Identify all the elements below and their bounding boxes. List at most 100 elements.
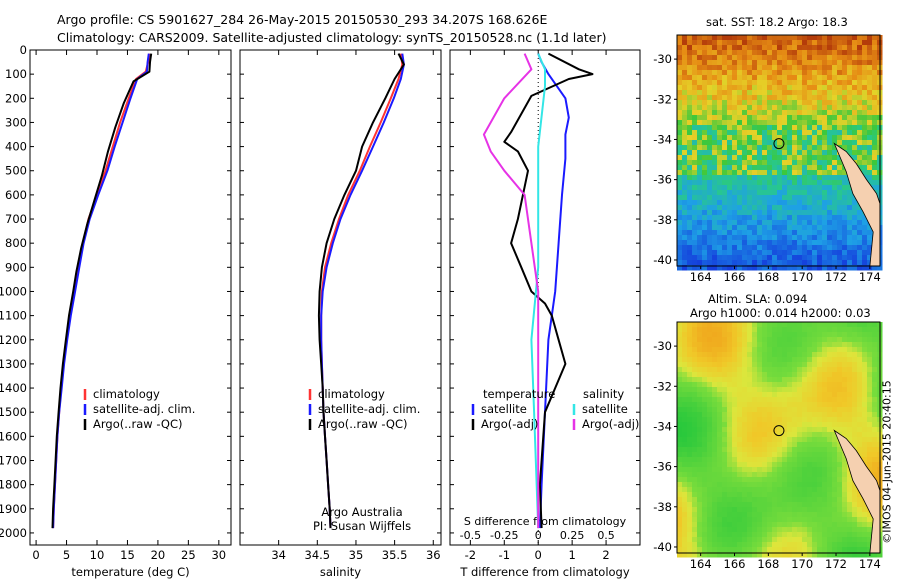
map-cell xyxy=(797,135,803,141)
map-cell xyxy=(767,552,773,558)
map-cell xyxy=(742,412,748,418)
map-cell xyxy=(722,220,728,226)
map-cell xyxy=(712,502,718,508)
map-cell xyxy=(802,110,808,116)
map-cell xyxy=(867,322,873,328)
map-cell xyxy=(867,55,873,61)
map-cell xyxy=(827,347,833,353)
map-cell xyxy=(707,357,713,363)
map-cell xyxy=(712,265,718,271)
map-cell xyxy=(727,135,733,141)
map-cell xyxy=(867,527,873,533)
map-cell xyxy=(862,220,868,226)
map-cell xyxy=(777,230,783,236)
map-cell xyxy=(762,90,768,96)
map-cell xyxy=(727,467,733,473)
map-cell xyxy=(702,175,708,181)
map-cell xyxy=(792,387,798,393)
map-cell xyxy=(772,412,778,418)
map-cell xyxy=(822,255,828,261)
map-cell xyxy=(782,407,788,413)
map-cell xyxy=(682,422,688,428)
map-cell xyxy=(867,165,873,171)
salinity-diff-tick-label: 0.5 xyxy=(597,529,615,542)
map-cell xyxy=(677,105,683,111)
map-cell xyxy=(812,462,818,468)
map-x-tick-label: 168 xyxy=(757,270,779,284)
map-cell xyxy=(842,125,848,131)
map-cell xyxy=(757,85,763,91)
map-cell xyxy=(807,220,813,226)
map-cell xyxy=(827,195,833,201)
map-cell xyxy=(752,240,758,246)
map-cell xyxy=(807,155,813,161)
map-cell xyxy=(802,80,808,86)
map-cell xyxy=(697,397,703,403)
map-cell xyxy=(792,487,798,493)
map-cell xyxy=(742,220,748,226)
map-cell xyxy=(702,220,708,226)
map-cell xyxy=(822,382,828,388)
map-cell xyxy=(842,407,848,413)
map-cell xyxy=(807,342,813,348)
map-cell xyxy=(772,265,778,271)
map-cell xyxy=(842,35,848,41)
map-cell xyxy=(807,427,813,433)
map-cell xyxy=(682,512,688,518)
map-cell xyxy=(677,220,683,226)
map-cell xyxy=(837,392,843,398)
map-cell xyxy=(682,85,688,91)
map-cell xyxy=(747,230,753,236)
legend-label: satellite xyxy=(582,402,628,416)
map-cell xyxy=(722,125,728,131)
map-cell xyxy=(707,407,713,413)
map-cell xyxy=(727,45,733,51)
map-cell xyxy=(787,35,793,41)
map-cell xyxy=(757,230,763,236)
map-cell xyxy=(867,357,873,363)
map-cell xyxy=(777,352,783,358)
map-cell xyxy=(732,230,738,236)
map-cell xyxy=(767,40,773,46)
map-cell xyxy=(817,80,823,86)
map-cell xyxy=(737,105,743,111)
map-cell xyxy=(817,492,823,498)
map-cell xyxy=(822,240,828,246)
map-cell xyxy=(737,215,743,221)
map-cell xyxy=(832,55,838,61)
map-cell xyxy=(847,367,853,373)
map-cell xyxy=(852,552,858,558)
map-cell xyxy=(847,260,853,266)
map-cell xyxy=(737,447,743,453)
map-cell xyxy=(727,210,733,216)
map-cell xyxy=(847,472,853,478)
map-cell xyxy=(692,50,698,56)
map-cell xyxy=(727,397,733,403)
map-cell xyxy=(807,160,813,166)
map-cell xyxy=(872,180,878,186)
map-cell xyxy=(707,527,713,533)
map-cell xyxy=(762,205,768,211)
map-cell xyxy=(717,417,723,423)
map-cell xyxy=(812,225,818,231)
map-cell xyxy=(702,537,708,543)
map-y-tick-label: -32 xyxy=(653,379,672,393)
map-cell xyxy=(732,215,738,221)
map-cell xyxy=(782,185,788,191)
map-cell xyxy=(712,100,718,106)
map-cell xyxy=(812,417,818,423)
map-cell xyxy=(782,150,788,156)
map-cell xyxy=(767,542,773,548)
map-cell xyxy=(817,437,823,443)
map-cell xyxy=(782,342,788,348)
map-cell xyxy=(777,417,783,423)
map-cell xyxy=(727,357,733,363)
map-cell xyxy=(772,70,778,76)
map-cell xyxy=(822,105,828,111)
map-cell xyxy=(862,70,868,76)
map-cell xyxy=(762,260,768,266)
map-cell xyxy=(872,467,878,473)
map-cell xyxy=(752,140,758,146)
map-cell xyxy=(812,432,818,438)
map-cell xyxy=(712,377,718,383)
